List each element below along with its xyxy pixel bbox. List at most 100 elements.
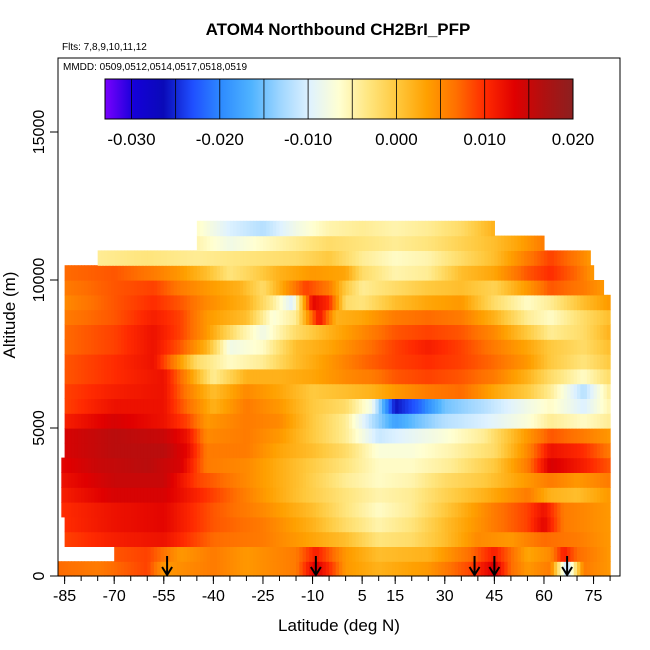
heatmap-cell: [289, 502, 294, 518]
heatmap-cell: [448, 561, 452, 577]
heatmap-cell: [170, 354, 175, 370]
heatmap-cell: [504, 413, 509, 429]
heatmap-cell: [464, 561, 469, 577]
heatmap-cell: [415, 383, 419, 399]
heatmap-cell: [411, 235, 416, 251]
heatmap-cell: [395, 250, 400, 266]
heatmap-cell: [362, 354, 367, 370]
heatmap-cell: [391, 280, 396, 296]
heatmap-cell: [395, 324, 400, 340]
heatmap-cell: [282, 442, 287, 459]
heatmap-cell: [279, 324, 284, 340]
heatmap-cell: [173, 561, 178, 577]
heatmap-cell: [153, 472, 158, 488]
heatmap-cell: [203, 457, 208, 473]
heatmap-cell: [477, 339, 482, 355]
heatmap-cell: [329, 546, 333, 562]
heatmap-cell: [190, 428, 195, 444]
heatmap-cell: [560, 398, 565, 414]
heatmap-cell: [167, 457, 171, 473]
heatmap-cell: [596, 442, 601, 459]
heatmap-cell: [302, 442, 307, 459]
heatmap-cell: [524, 546, 529, 562]
heatmap-cell: [428, 383, 433, 399]
heatmap-cell: [348, 413, 353, 429]
heatmap-cell: [302, 546, 307, 562]
heatmap-cell: [431, 442, 436, 459]
heatmap-cell: [596, 502, 601, 518]
heatmap-cell: [431, 502, 436, 518]
heatmap-cell: [467, 516, 472, 533]
heatmap-cell: [190, 398, 195, 414]
heatmap-cell: [256, 487, 261, 503]
heatmap-cell: [567, 516, 572, 533]
heatmap-cell: [216, 442, 221, 459]
heatmap-cell: [305, 398, 310, 414]
heatmap-cell: [110, 294, 115, 311]
heatmap-cell: [504, 516, 509, 533]
heatmap-cell: [226, 413, 231, 429]
heatmap-cell: [173, 531, 178, 547]
heatmap-cell: [464, 235, 469, 251]
heatmap-cell: [537, 368, 542, 385]
heatmap-cell: [196, 428, 201, 444]
heatmap-cell: [491, 309, 495, 325]
heatmap-cell: [170, 457, 175, 473]
heatmap-cell: [186, 339, 191, 355]
heatmap-cell: [362, 220, 367, 237]
heatmap-cell: [305, 324, 310, 340]
heatmap-cell: [246, 250, 251, 266]
heatmap-cell: [497, 354, 502, 370]
heatmap-cell: [441, 487, 446, 503]
heatmap-cell: [91, 561, 95, 577]
heatmap-cell: [567, 280, 572, 296]
heatmap-cell: [203, 428, 208, 444]
heatmap-cell: [517, 531, 522, 547]
heatmap-cell: [134, 383, 138, 399]
x-tick-label: 45: [485, 588, 503, 605]
heatmap-cell: [514, 561, 519, 577]
heatmap-cell: [481, 487, 486, 503]
heatmap-cell: [325, 457, 330, 473]
heatmap-cell: [322, 280, 327, 296]
heatmap-cell: [540, 309, 545, 325]
heatmap-cell: [438, 235, 443, 251]
heatmap-cell: [219, 472, 224, 488]
heatmap-cell: [365, 235, 370, 251]
heatmap-cell: [567, 324, 572, 340]
heatmap-cell: [332, 546, 337, 562]
heatmap-cell: [124, 265, 129, 281]
heatmap-cell: [388, 457, 393, 473]
heatmap-cell: [213, 546, 218, 562]
heatmap-cell: [487, 309, 492, 325]
heatmap-cell: [405, 235, 410, 251]
heatmap-cell: [375, 442, 380, 459]
heatmap-cell: [560, 487, 565, 503]
heatmap-cell: [289, 250, 294, 266]
heatmap-cell: [114, 442, 119, 459]
heatmap-cell: [428, 294, 433, 311]
heatmap-cell: [74, 442, 79, 459]
heatmap-cell: [461, 354, 466, 370]
heatmap-cell: [401, 368, 406, 385]
heatmap-cell: [524, 516, 529, 533]
heatmap-cell: [365, 339, 370, 355]
heatmap-cell: [441, 324, 446, 340]
heatmap-cell: [253, 428, 257, 444]
heatmap-cell: [160, 502, 165, 518]
heatmap-cell: [332, 516, 337, 533]
heatmap-cell: [553, 502, 558, 518]
heatmap-cell: [196, 280, 201, 296]
heatmap-cell: [477, 516, 482, 533]
heatmap-cell: [127, 294, 132, 311]
heatmap-cell: [223, 235, 228, 251]
heatmap-cell: [332, 339, 337, 355]
heatmap-cell: [547, 339, 552, 355]
heatmap-cell: [342, 487, 347, 503]
heatmap-cell: [451, 324, 456, 340]
heatmap-cell: [256, 383, 261, 399]
heatmap-cell: [236, 531, 241, 547]
heatmap-cell: [282, 546, 287, 562]
heatmap-cell: [527, 531, 532, 547]
heatmap-cell: [560, 442, 565, 459]
